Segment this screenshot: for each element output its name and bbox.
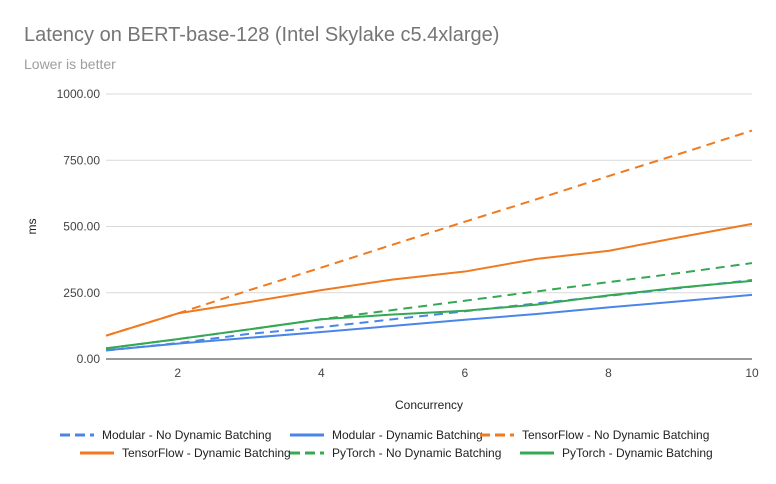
x-tick-label: 10 (745, 366, 759, 380)
legend-label: PyTorch - Dynamic Batching (562, 446, 713, 460)
x-tick-label: 2 (174, 366, 181, 380)
chart-title: Latency on BERT-base-128 (Intel Skylake … (24, 24, 500, 46)
x-tick-label: 8 (605, 366, 612, 380)
chart-subtitle: Lower is better (24, 56, 116, 72)
legend-item-1: Modular - Dynamic Batching (290, 428, 483, 442)
legend-item-3: TensorFlow - Dynamic Batching (80, 446, 291, 460)
y-axis-ticks: 0.00 250.00 500.00 750.00 1000.00 (57, 87, 101, 366)
series-lines (105, 129, 753, 352)
y-axis-label: ms (25, 219, 39, 235)
legend-label: Modular - No Dynamic Batching (102, 428, 271, 442)
x-axis-label: Concurrency (395, 398, 463, 412)
legend-label: TensorFlow - No Dynamic Batching (522, 428, 709, 442)
legend: Modular - No Dynamic Batching Modular - D… (60, 428, 713, 460)
y-tick-label: 0.00 (77, 352, 101, 366)
series-line-3 (105, 222, 753, 337)
grid-lines (106, 93, 752, 294)
legend-item-2: TensorFlow - No Dynamic Batching (480, 428, 709, 442)
legend-item-0: Modular - No Dynamic Batching (60, 428, 271, 442)
y-tick-label: 750.00 (63, 153, 100, 167)
legend-label: Modular - Dynamic Batching (332, 428, 483, 442)
series-line-2 (105, 129, 753, 337)
x-tick-label: 4 (318, 366, 325, 380)
y-tick-label: 1000.00 (57, 87, 101, 101)
legend-item-5: PyTorch - Dynamic Batching (520, 446, 713, 460)
y-tick-label: 500.00 (63, 220, 100, 234)
x-axis-ticks: 2 4 6 8 10 (174, 366, 759, 380)
x-tick-label: 6 (462, 366, 469, 380)
series-line-5 (105, 279, 753, 350)
legend-item-4: PyTorch - No Dynamic Batching (290, 446, 501, 460)
series-line-1 (105, 293, 753, 352)
legend-label: PyTorch - No Dynamic Batching (332, 446, 501, 460)
y-tick-label: 250.00 (63, 286, 100, 300)
legend-label: TensorFlow - Dynamic Batching (122, 446, 291, 460)
